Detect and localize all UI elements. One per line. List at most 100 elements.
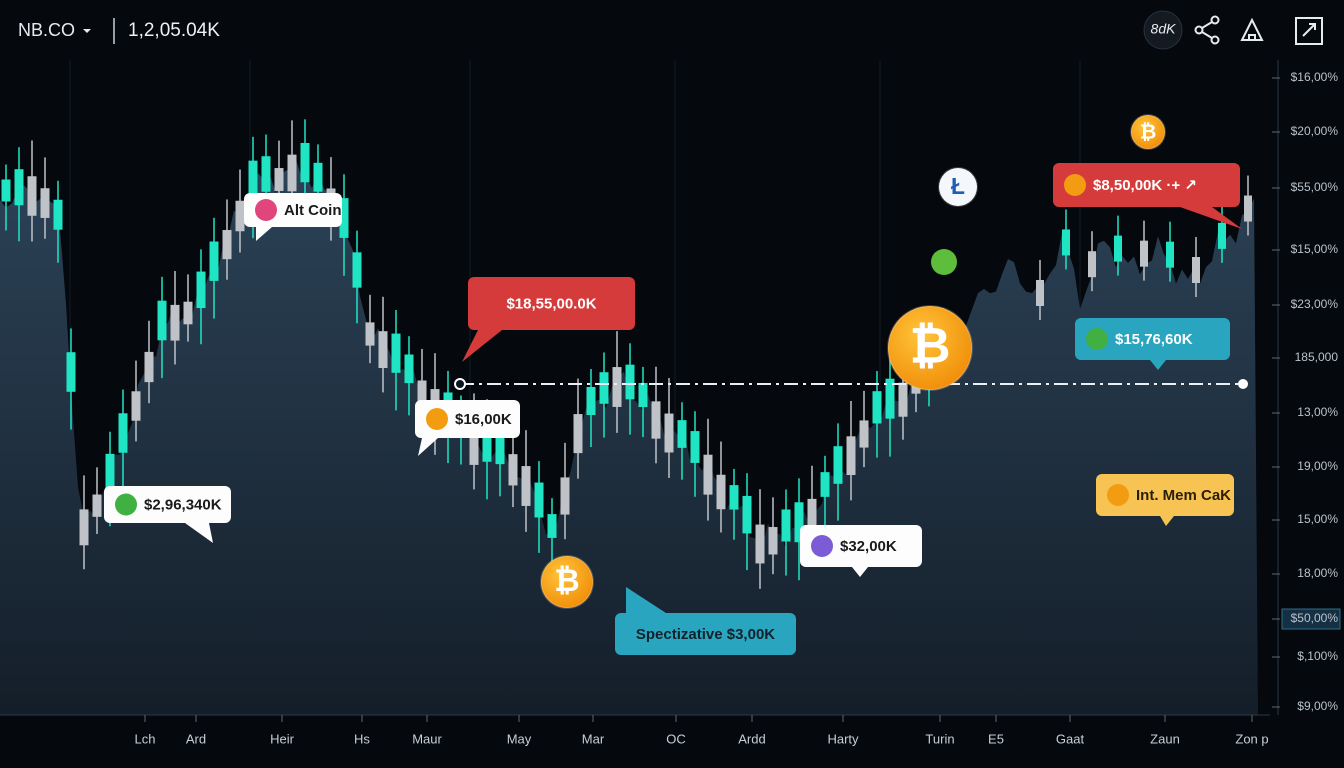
candle-body xyxy=(1166,241,1174,268)
callout-icon xyxy=(1086,328,1108,350)
candle-body xyxy=(196,271,206,309)
callout-icon xyxy=(811,535,833,557)
callout-icon xyxy=(1064,174,1086,196)
callout xyxy=(104,486,231,523)
candle-body xyxy=(612,367,622,407)
callout xyxy=(800,525,922,567)
bitcoin-coin-glyph: ₿ xyxy=(1140,121,1157,143)
x-tick-label: Harty xyxy=(827,731,859,746)
candle-body xyxy=(339,198,349,238)
x-tick-label: OC xyxy=(666,731,686,746)
callout-tail xyxy=(1150,360,1166,370)
candle-body xyxy=(560,477,570,515)
x-axis: Lch Ard Heir Hs Maur May Mar OC Ardd Harty Turin E5… xyxy=(135,715,1269,746)
badge-text[interactable]: 8dK xyxy=(1151,21,1177,37)
callout-text: $2,96,340K xyxy=(144,496,222,513)
callout xyxy=(615,613,796,655)
candle-body xyxy=(781,509,791,542)
candle-body xyxy=(170,304,180,341)
candle-body xyxy=(40,188,50,218)
bitcoin-coin-glyph: ₿ xyxy=(554,563,579,598)
candle-body xyxy=(92,494,102,517)
x-tick-label: Ardd xyxy=(738,731,765,746)
callout-text: Alt Coin xyxy=(284,202,342,219)
callout-text: $18,55,00.0K xyxy=(506,295,596,312)
candle-body xyxy=(300,142,310,183)
y-label-highlight xyxy=(1281,608,1341,630)
candle-body xyxy=(1140,240,1148,267)
alert-icon[interactable] xyxy=(1240,17,1264,41)
badge-button[interactable] xyxy=(1143,10,1183,50)
candle-body xyxy=(833,446,843,484)
candle-body xyxy=(313,162,323,192)
bitcoin-coin xyxy=(1130,114,1166,150)
candle-body xyxy=(157,300,167,341)
candle-body xyxy=(1088,251,1096,278)
x-tick-label: Gaat xyxy=(1056,731,1085,746)
candle-body xyxy=(391,333,401,373)
candle-body xyxy=(859,420,869,448)
y-tick-label: $50,00% xyxy=(1291,611,1339,625)
expand-icon[interactable] xyxy=(1295,17,1323,45)
x-tick-label: May xyxy=(507,731,532,746)
candle-body xyxy=(53,199,63,230)
callout-text: Int. Mem CaK xyxy=(1136,487,1231,504)
candle-body xyxy=(14,169,24,206)
callout xyxy=(468,277,635,330)
callout-tail xyxy=(185,523,213,543)
candle-body xyxy=(469,427,479,465)
candle-body xyxy=(677,420,687,448)
candle-body xyxy=(638,382,648,408)
candle-body xyxy=(404,354,414,384)
x-tick-label: Lch xyxy=(135,731,156,746)
y-tick-label: $20,00% xyxy=(1291,124,1339,138)
candle-body xyxy=(27,176,37,216)
candle-body xyxy=(534,482,544,518)
callout-tail xyxy=(1160,516,1174,526)
candle-body xyxy=(898,382,908,417)
y-tick-label: $9,00% xyxy=(1297,699,1338,713)
x-tick-label: Heir xyxy=(270,731,295,746)
symbol[interactable]: NB.CO xyxy=(18,20,75,40)
green-coin xyxy=(931,249,957,275)
candle-body xyxy=(261,156,271,192)
candle-body xyxy=(807,498,817,534)
candle-body xyxy=(742,495,752,534)
y-tick-label: 13,00% xyxy=(1297,405,1338,419)
candle-body xyxy=(599,372,609,404)
x-tick-label: Zon p xyxy=(1235,731,1268,746)
callout-tail xyxy=(256,227,272,241)
candle-body xyxy=(144,351,154,383)
bitcoin-coin xyxy=(540,555,594,609)
candle-body xyxy=(131,391,141,421)
candle-body xyxy=(690,431,700,463)
y-tick-label: 18,00% xyxy=(1297,566,1338,580)
candle-body xyxy=(209,241,219,281)
callout-tail xyxy=(626,587,666,613)
candle-body xyxy=(729,485,739,510)
bitcoin-coin xyxy=(887,305,973,391)
x-tick-label: Ard xyxy=(186,731,206,746)
y-tick-label: $15,00% xyxy=(1291,242,1339,256)
price-line-end xyxy=(1238,379,1248,389)
bitcoin-coin-glyph: ₿ xyxy=(909,316,950,373)
candle-body xyxy=(183,301,193,325)
share-icon[interactable] xyxy=(1194,15,1220,45)
candle-body xyxy=(716,474,726,510)
callout xyxy=(1053,163,1240,207)
callout-icon xyxy=(1107,484,1129,506)
symbol-dropdown[interactable] xyxy=(83,29,91,33)
candle-body xyxy=(352,252,362,288)
y-tick-label: $23,00% xyxy=(1291,297,1339,311)
litecoin-coin xyxy=(938,167,978,207)
callout-icon xyxy=(426,408,448,430)
candle-body xyxy=(378,331,388,369)
callout-icon xyxy=(255,199,277,221)
candle-body xyxy=(495,435,505,465)
callout-text: Spectizative $3,00K xyxy=(636,626,775,643)
candle-body xyxy=(1062,229,1070,256)
candle-body xyxy=(1192,257,1200,283)
candle-body xyxy=(235,200,245,232)
y-tick-label: 185,000 xyxy=(1295,350,1339,364)
